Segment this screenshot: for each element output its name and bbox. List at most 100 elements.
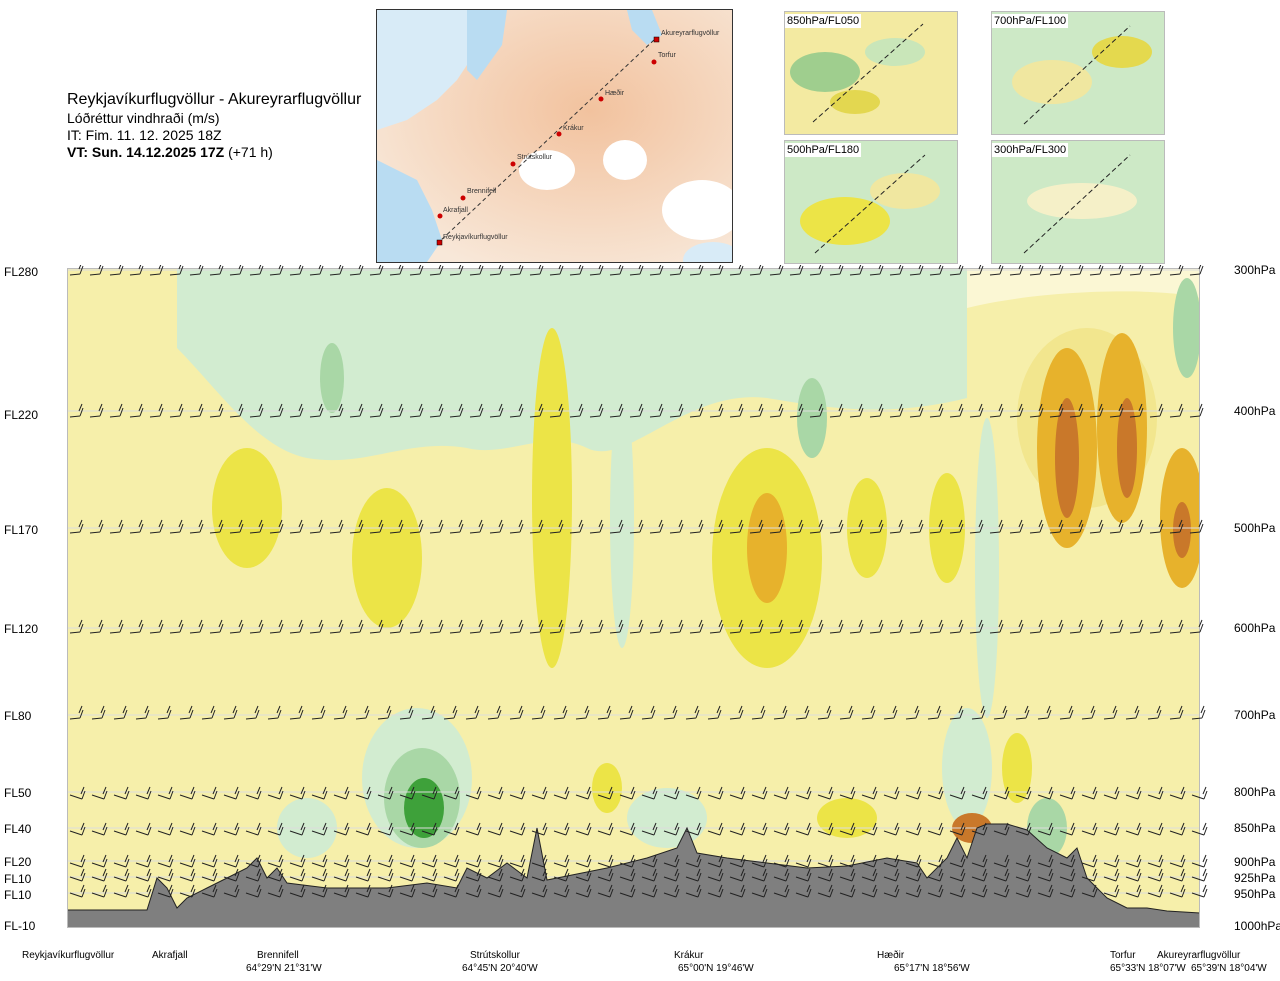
wind-barb: [629, 519, 644, 534]
hpa-label: 950hPa: [1234, 887, 1276, 901]
wind-barb: [89, 519, 104, 534]
wind-barb: [229, 619, 244, 634]
wind-barb: [569, 403, 584, 418]
wind-barb: [1147, 854, 1164, 868]
wind-barb: [971, 822, 988, 836]
wind-barb: [649, 519, 664, 534]
wind-barb: [1149, 403, 1164, 418]
wind-barb: [883, 705, 898, 720]
wind-barb: [597, 854, 614, 868]
wind-barb: [245, 868, 262, 882]
wind-barb: [223, 786, 240, 800]
wind-barb: [949, 822, 966, 836]
wind-barb: [909, 265, 924, 276]
wind-barb: [355, 884, 372, 898]
wind-barb: [509, 619, 524, 634]
wind-barb: [553, 786, 570, 800]
wind-barb: [905, 705, 920, 720]
wind-barb: [569, 265, 584, 276]
thumbnail-700hpa[interactable]: 700hPa/FL100: [991, 11, 1165, 135]
wind-barb: [1059, 822, 1076, 836]
wind-barb: [993, 884, 1010, 898]
wind-barb: [421, 786, 438, 800]
wind-barb: [489, 619, 504, 634]
hpa-label: 925hPa: [1234, 871, 1276, 885]
wind-barb: [795, 868, 812, 882]
map-label-brennifell: Brennifell: [467, 188, 497, 195]
wind-barb: [861, 705, 876, 720]
wind-barb: [927, 786, 944, 800]
wind-barb: [333, 854, 350, 868]
wind-barb: [619, 884, 636, 898]
wind-barb: [1125, 705, 1140, 720]
wind-barb: [311, 786, 328, 800]
wind-barb: [135, 854, 152, 868]
wind-barb: [649, 619, 664, 634]
wind-barb: [1037, 884, 1054, 898]
wind-barb: [549, 619, 564, 634]
wind-barb: [1089, 619, 1104, 634]
wind-barb: [69, 265, 84, 276]
wind-barb: [1029, 265, 1044, 276]
wind-barb: [905, 822, 922, 836]
wind-barb: [1049, 265, 1064, 276]
wind-barb: [549, 265, 564, 276]
wind-barb: [927, 868, 944, 882]
fl-label: FL220: [4, 408, 39, 422]
fl-label: FL-10: [4, 919, 36, 933]
wind-barb: [421, 854, 438, 868]
thumbnail-500hpa[interactable]: 500hPa/FL180: [784, 140, 958, 264]
wind-barb: [509, 265, 524, 276]
wind-barb: [1009, 403, 1024, 418]
wind-barb: [575, 705, 590, 720]
wind-barb: [201, 884, 218, 898]
wind-barb: [869, 619, 884, 634]
wind-barb: [709, 265, 724, 276]
wind-barb: [443, 705, 458, 720]
wind-barb: [269, 519, 284, 534]
map-label-haedir: Hæðir: [605, 89, 625, 97]
wind-barb: [169, 519, 184, 534]
wind-barb: [789, 403, 804, 418]
location-label: Reykjavíkurflugvöllur: [22, 950, 115, 961]
wind-barb: [971, 884, 988, 898]
wind-barb: [993, 705, 1008, 720]
wind-barb: [249, 403, 264, 418]
wind-barb: [589, 519, 604, 534]
wind-barb: [829, 619, 844, 634]
wind-barb: [449, 265, 464, 276]
thumbnail-850hpa[interactable]: 850hPa/FL050: [784, 11, 958, 135]
wind-barb: [129, 265, 144, 276]
wind-barb: [369, 403, 384, 418]
wind-barb: [619, 854, 636, 868]
wind-barb: [509, 786, 526, 800]
wind-barb: [449, 403, 464, 418]
wind-barb: [707, 705, 722, 720]
wind-barb: [377, 822, 394, 836]
wind-barb: [689, 265, 704, 276]
wind-barb: [817, 705, 832, 720]
wind-barb: [469, 619, 484, 634]
wind-barb: [443, 868, 460, 882]
wind-barb: [707, 884, 724, 898]
wind-barb: [409, 265, 424, 276]
wind-barb: [1069, 519, 1084, 534]
thumbnail-300hpa[interactable]: 300hPa/FL300: [991, 140, 1165, 264]
wind-barb: [707, 822, 724, 836]
wind-barb: [333, 822, 350, 836]
wind-barb: [1015, 884, 1032, 898]
wind-barb: [989, 265, 1004, 276]
wind-barb: [135, 868, 152, 882]
location-coord: 65°00'N 19°46'W: [678, 963, 754, 974]
wind-barb: [421, 884, 438, 898]
wind-barb: [179, 854, 196, 868]
wind-barb: [469, 265, 484, 276]
wind-barb: [1169, 619, 1184, 634]
wind-barb: [223, 822, 240, 836]
wind-barb: [249, 265, 264, 276]
wind-barb: [189, 403, 204, 418]
wind-barb: [69, 619, 84, 634]
wind-barb: [553, 705, 568, 720]
wind-barb: [1169, 822, 1186, 836]
wind-barb: [267, 868, 284, 882]
